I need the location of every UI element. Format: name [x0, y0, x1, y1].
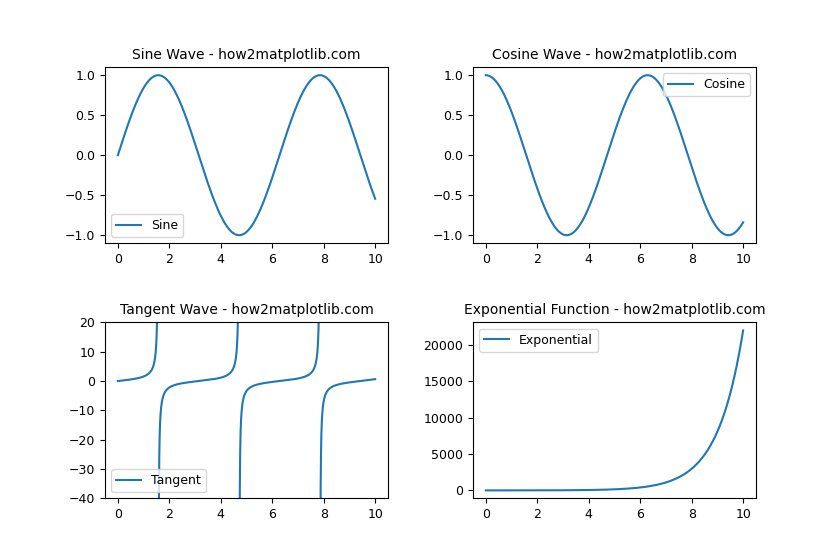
Tangent — [239, 394, 249, 401]
Sine — [370, 195, 381, 202]
Line: Tangent: Tangent — [118, 0, 375, 560]
Sine — [239, 231, 249, 237]
Line: Exponential: Exponential — [486, 330, 743, 491]
Tangent — [129, 376, 139, 382]
Cosine — [606, 138, 617, 144]
Tangent — [113, 377, 123, 384]
Tangent — [123, 376, 134, 383]
Title: Exponential Function - how2matplotlib.com: Exponential Function - how2matplotlib.co… — [464, 303, 765, 317]
Cosine — [724, 232, 734, 239]
Sine — [123, 120, 134, 127]
Sine — [113, 152, 123, 158]
Sine — [234, 232, 244, 239]
Cosine — [480, 72, 491, 78]
Cosine — [738, 219, 748, 226]
Legend: Sine: Sine — [111, 214, 183, 237]
Title: Tangent Wave - how2matplotlib.com: Tangent Wave - how2matplotlib.com — [119, 303, 374, 317]
Exponential — [482, 487, 492, 494]
Title: Cosine Wave - how2matplotlib.com: Cosine Wave - how2matplotlib.com — [492, 48, 737, 62]
Cosine — [723, 232, 733, 239]
Title: Sine Wave - how2matplotlib.com: Sine Wave - how2matplotlib.com — [132, 48, 360, 62]
Sine — [315, 72, 325, 78]
Exponential — [738, 327, 748, 334]
Sine — [114, 148, 124, 155]
Cosine — [531, 182, 541, 189]
Cosine — [482, 72, 492, 78]
Exponential — [496, 487, 507, 494]
Tangent — [356, 377, 366, 384]
Tangent — [163, 385, 173, 391]
Exponential — [480, 487, 491, 494]
Sine — [356, 156, 366, 162]
Exponential — [606, 486, 617, 493]
Tangent — [114, 377, 124, 384]
Exponential — [724, 393, 734, 400]
Legend: Cosine: Cosine — [663, 73, 750, 96]
Cosine — [491, 78, 501, 85]
Exponential — [531, 487, 541, 494]
Exponential — [491, 487, 501, 494]
Sine — [129, 107, 139, 114]
Legend: Exponential: Exponential — [479, 329, 598, 352]
Sine — [163, 78, 173, 85]
Legend: Tangent: Tangent — [111, 469, 206, 492]
Line: Cosine: Cosine — [486, 75, 743, 235]
Tangent — [370, 376, 381, 382]
Line: Sine: Sine — [118, 75, 375, 235]
Cosine — [496, 86, 507, 92]
